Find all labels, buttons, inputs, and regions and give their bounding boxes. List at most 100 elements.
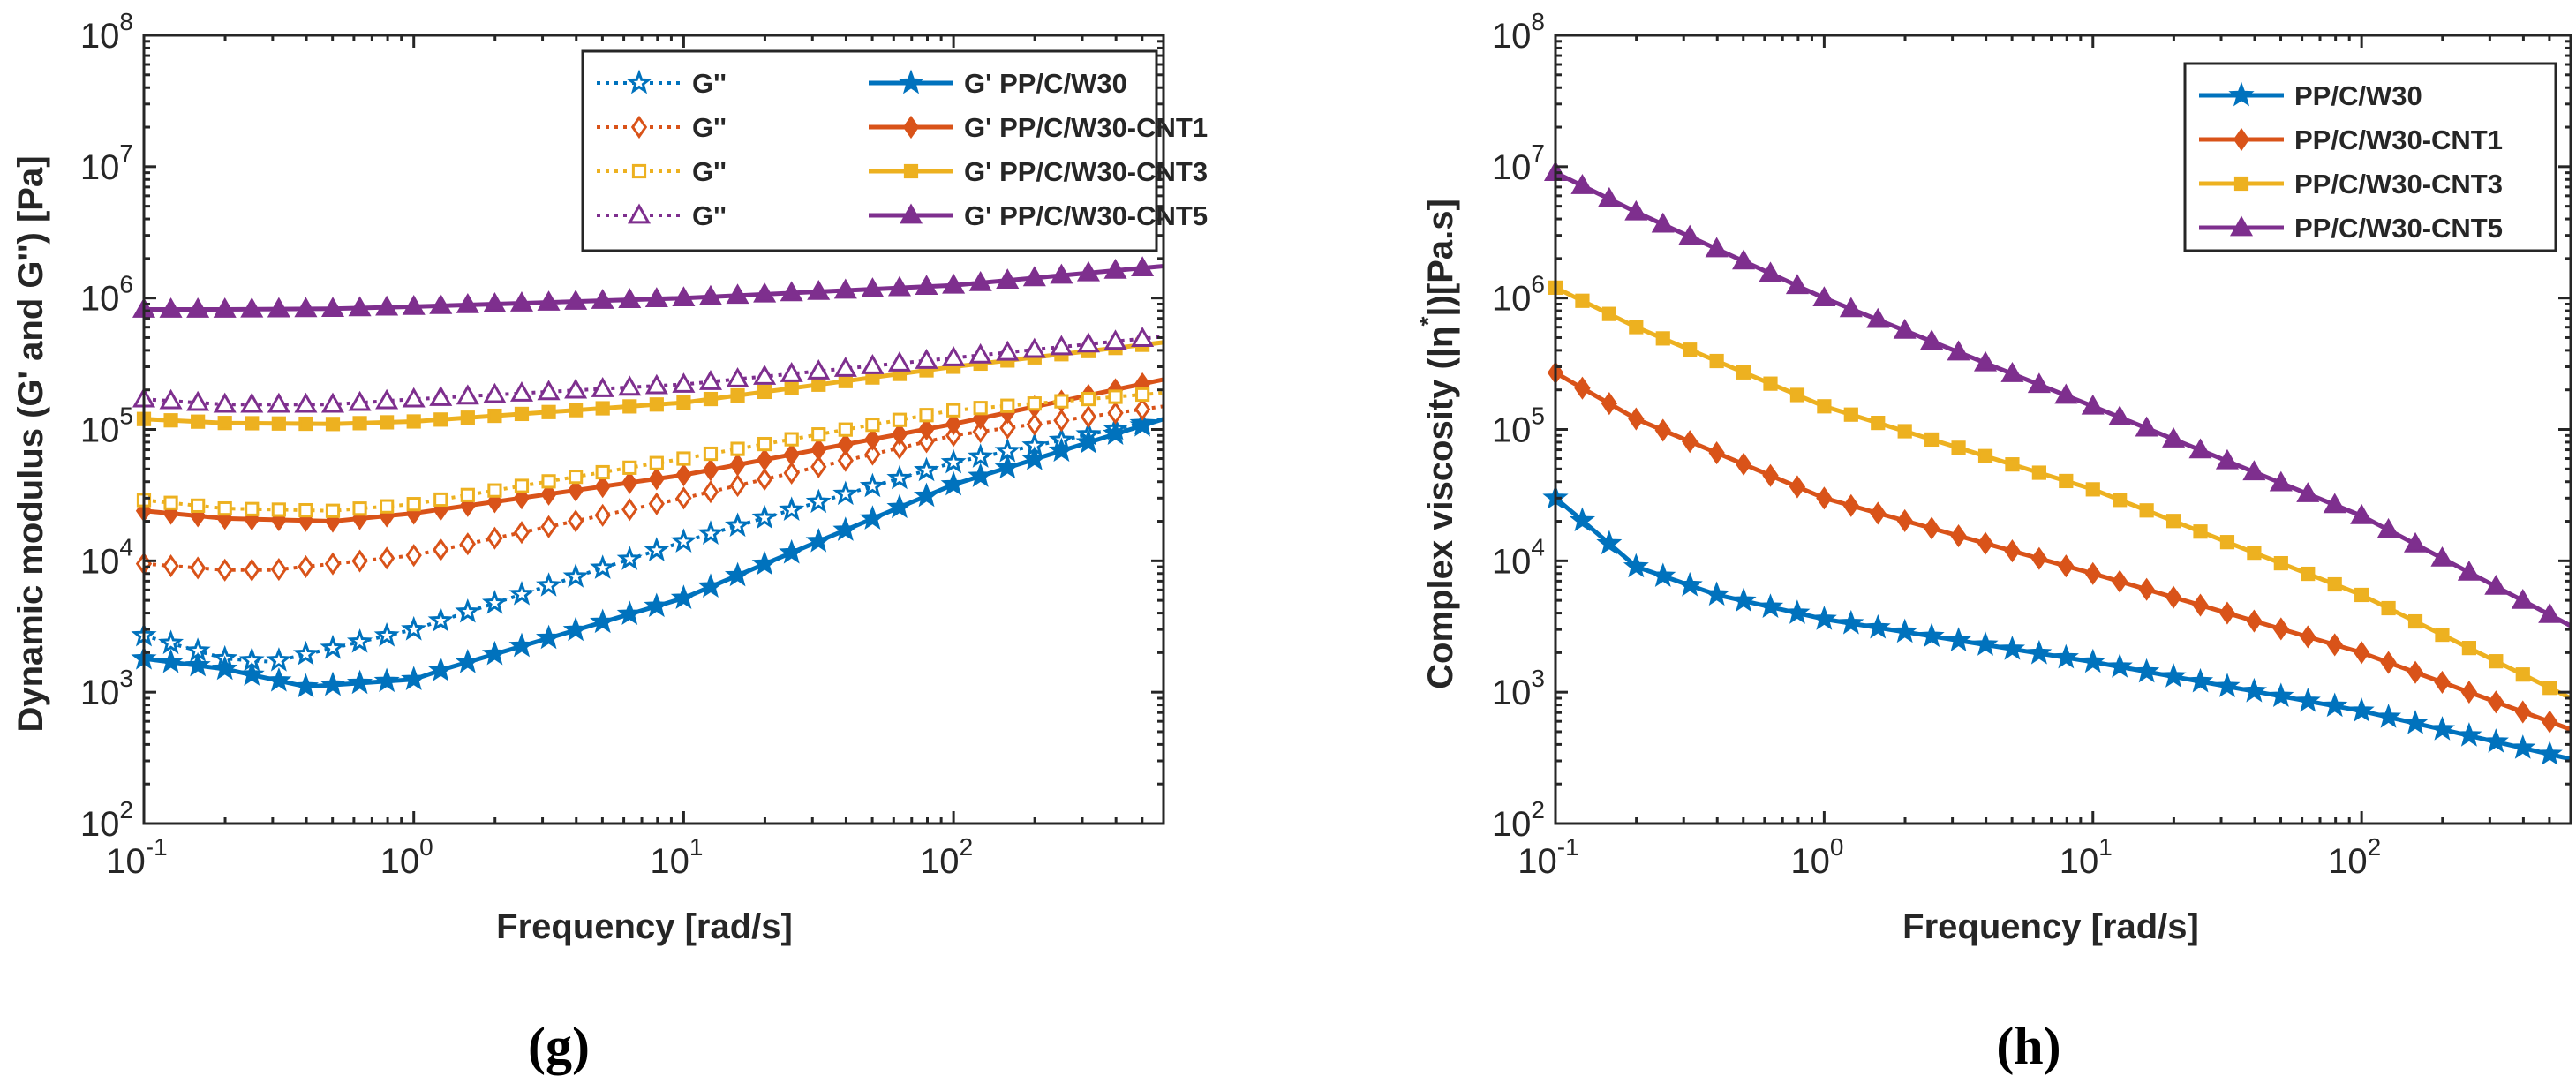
data-point — [536, 572, 562, 597]
data-point — [373, 621, 400, 647]
data-point — [861, 277, 885, 297]
legend-item: G'' — [597, 68, 727, 99]
data-point — [2489, 654, 2504, 669]
x-axis-label-g: Frequency [rad/s] — [496, 907, 793, 946]
data-point — [266, 647, 292, 672]
data-point — [670, 584, 697, 609]
data-point — [618, 375, 642, 396]
legend-item: G'' — [597, 156, 727, 187]
data-point — [703, 446, 719, 462]
data-point — [1107, 401, 1124, 425]
data-point — [915, 275, 938, 296]
data-point — [757, 384, 772, 400]
data-point — [2134, 658, 2160, 683]
data-point — [887, 351, 912, 372]
data-point — [994, 454, 1021, 479]
data-point — [914, 456, 940, 482]
data-point — [158, 629, 185, 655]
legend-label: G'' — [692, 112, 727, 143]
data-point — [1736, 365, 1751, 380]
legend-marker — [631, 163, 647, 179]
data-point — [1709, 353, 1724, 369]
data-point — [2353, 641, 2370, 665]
data-point — [2165, 585, 2182, 609]
data-point — [730, 441, 745, 456]
legend-marker — [899, 203, 923, 224]
data-point — [2112, 569, 2128, 593]
data-point — [373, 667, 400, 693]
data-point — [216, 558, 233, 582]
data-point — [973, 401, 988, 416]
data-point — [1628, 407, 1645, 431]
data-point — [2030, 546, 2048, 570]
data-point — [324, 509, 342, 533]
data-point — [702, 480, 719, 504]
data-point — [968, 342, 992, 364]
data-point — [2108, 405, 2132, 426]
data-point — [918, 418, 935, 441]
data-point — [1103, 259, 1127, 279]
legend-g: G'' G' PP/C/W30 G'' G' PP/C/W30-CNT1 G'' G' P… — [581, 49, 1208, 252]
data-point — [968, 270, 992, 291]
data-point — [644, 592, 670, 618]
data-point — [2247, 546, 2262, 561]
data-point — [401, 666, 427, 691]
legend-label: G'' — [692, 68, 727, 99]
data-point — [1027, 396, 1042, 411]
data-point — [189, 556, 207, 580]
data-point — [320, 297, 345, 318]
data-point — [2054, 383, 2078, 404]
data-point — [460, 487, 475, 502]
data-point — [1923, 516, 1940, 540]
data-point — [2376, 517, 2400, 538]
legend-marker — [898, 69, 924, 94]
data-point — [1575, 293, 1590, 308]
data-point — [784, 432, 799, 447]
data-point — [2059, 473, 2074, 489]
data-point — [401, 615, 427, 641]
data-point — [186, 297, 210, 318]
data-point — [644, 373, 668, 395]
data-point — [1816, 486, 1833, 510]
data-point — [2348, 697, 2375, 722]
data-point — [2026, 639, 2053, 665]
data-point — [1135, 387, 1150, 403]
data-point — [348, 296, 372, 317]
data-point — [2536, 741, 2563, 765]
data-point — [1843, 407, 1858, 422]
data-point — [887, 275, 912, 297]
legend-marker — [630, 115, 648, 139]
data-point — [240, 392, 264, 413]
legend-item: G' PP/C/W30-CNT5 — [869, 200, 1208, 231]
data-point — [756, 448, 773, 471]
data-point — [2215, 448, 2239, 470]
data-point — [352, 501, 367, 516]
data-point — [648, 467, 665, 491]
data-point — [2241, 677, 2267, 703]
data-point — [240, 297, 264, 318]
legend-label: G'' — [692, 200, 727, 231]
data-point — [1893, 318, 1917, 339]
data-point — [270, 558, 287, 582]
data-point — [2188, 438, 2212, 459]
data-point — [1897, 424, 1912, 439]
data-point — [1759, 261, 1782, 282]
data-point — [2113, 493, 2128, 508]
data-point — [325, 503, 341, 518]
data-point — [2354, 587, 2369, 603]
legend-item: PP/C/W30-CNT1 — [2199, 124, 2503, 155]
data-point — [508, 580, 535, 606]
data-point — [725, 512, 751, 538]
data-point — [298, 554, 314, 578]
data-point — [1812, 286, 1836, 307]
data-point — [1569, 507, 1596, 532]
data-point — [1704, 581, 1730, 606]
data-point — [784, 380, 799, 395]
legend-marker — [627, 203, 652, 224]
data-point — [217, 500, 232, 516]
data-point — [402, 387, 426, 408]
data-point — [697, 520, 724, 545]
data-point — [753, 282, 777, 303]
data-point — [1784, 599, 1811, 624]
